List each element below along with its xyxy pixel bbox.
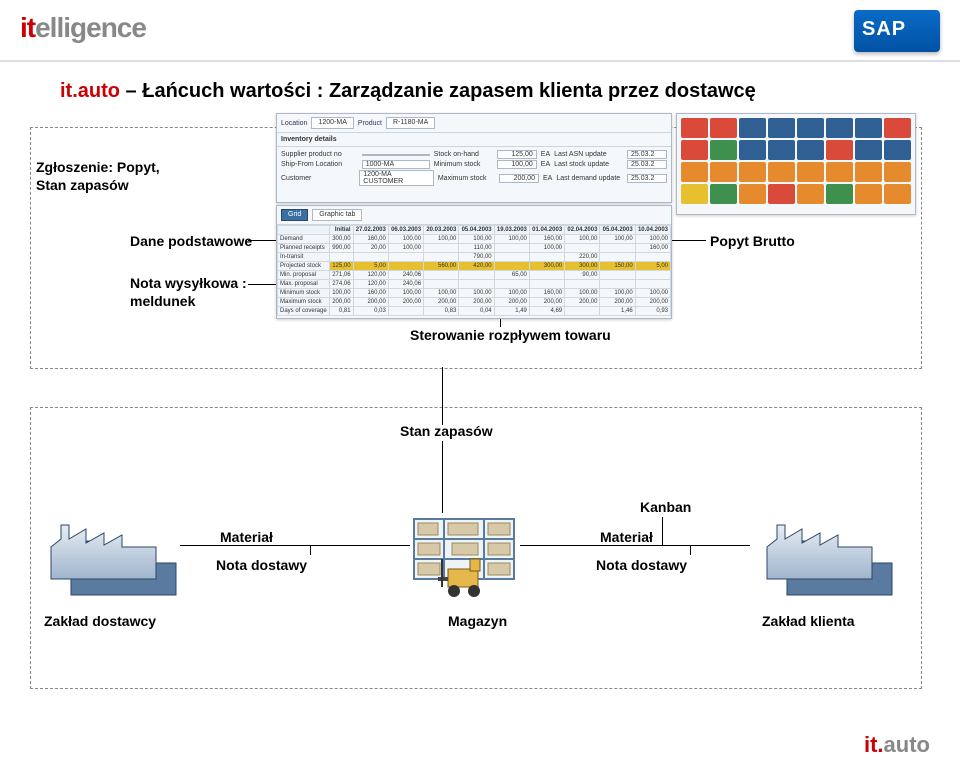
panel-top-fields: Supplier product noStock on-hand125,00EA…	[277, 147, 671, 189]
status-tile	[739, 140, 766, 160]
status-tile	[739, 184, 766, 204]
status-tile	[739, 162, 766, 182]
table-row: Minimum stock100,00160,00100,00100,00100…	[278, 289, 671, 298]
title-brand: it.auto	[60, 80, 120, 102]
footer-it: it.	[864, 732, 884, 757]
status-tile	[826, 184, 853, 204]
tab-grid[interactable]: Grid	[281, 209, 308, 221]
status-tile	[884, 162, 911, 182]
title-text: Łańcuch wartości : Zarządzanie zapasem k…	[142, 80, 756, 102]
logo-it: it	[20, 12, 35, 43]
label-demand-report: Zgłoszenie: Popyt, Stan zapasów	[36, 159, 160, 194]
status-tile	[797, 184, 824, 204]
data-grid-wrap: Initial27.02.200306.03.200320.03.200305.…	[277, 225, 671, 316]
connector	[248, 240, 276, 241]
status-tile	[681, 118, 708, 138]
status-tile	[826, 118, 853, 138]
status-tile	[797, 140, 824, 160]
status-tile	[739, 118, 766, 138]
status-tile	[768, 118, 795, 138]
label-material-1: Materiał	[220, 529, 273, 547]
factory-supplier	[40, 509, 190, 604]
warehouse	[408, 513, 528, 608]
title-sep: –	[120, 80, 142, 102]
app-panel-grid: Grid Graphic tab Initial27.02.200306.03.…	[276, 205, 672, 319]
status-tile	[797, 118, 824, 138]
table-row: Projected stock125,005,00560,00420,00300…	[278, 262, 671, 271]
status-tile	[884, 184, 911, 204]
label-master-data: Dane podstawowe	[130, 233, 252, 251]
status-tile	[681, 162, 708, 182]
status-tile	[797, 162, 824, 182]
status-tile	[884, 118, 911, 138]
panel-top-row1: Location 1200-MA Product R-1180-MA	[277, 114, 671, 133]
status-tile	[826, 162, 853, 182]
footer-brand: it.auto	[864, 732, 930, 758]
footer-rest: auto	[884, 732, 930, 757]
logo-rest: elligence	[35, 12, 146, 43]
connector	[180, 545, 410, 546]
table-row: Min. proposal271,06120,00240,0665,0090,0…	[278, 271, 671, 280]
label-gross-demand: Popyt Brutto	[710, 233, 795, 251]
status-tile	[855, 140, 882, 160]
diagram-canvas: Zgłoszenie: Popyt, Stan zapasów Dane pod…	[30, 113, 930, 713]
status-tile	[768, 140, 795, 160]
status-tile	[710, 162, 737, 182]
panel-top-section: Inventory details	[277, 133, 671, 147]
status-tile	[710, 140, 737, 160]
status-tile	[710, 118, 737, 138]
data-grid: Initial27.02.200306.03.200320.03.200305.…	[277, 225, 671, 316]
tab-graphic[interactable]: Graphic tab	[312, 209, 362, 221]
status-tile	[681, 184, 708, 204]
status-tile	[768, 162, 795, 182]
table-row: Max. proposal274,06120,00240,06	[278, 280, 671, 289]
status-tile	[855, 184, 882, 204]
label-flow-control: Sterowanie rozpływem towaru	[410, 327, 611, 345]
logo-itelligence: itelligence	[20, 12, 146, 44]
status-tile	[884, 140, 911, 160]
label-supplier-plant: Zakład dostawcy	[44, 613, 156, 631]
status-tile	[681, 140, 708, 160]
table-row: Demand300,00160,00100,00100,00100,00100,…	[278, 235, 671, 244]
header: itelligence SAP	[0, 0, 960, 62]
tile-grid-panel	[676, 113, 916, 215]
logo-sap: SAP	[854, 10, 940, 52]
table-row: Planned receipts990,0020,00100,00110,001…	[278, 244, 671, 253]
label-delivery-note-1: Nota dostawy	[216, 557, 307, 575]
label-material-2: Materiał	[600, 529, 653, 547]
label-stock-level: Stan zapasów	[400, 423, 493, 441]
status-tile	[855, 162, 882, 182]
connector	[248, 284, 276, 285]
table-row: In-transit790,00220,00	[278, 253, 671, 262]
tile-grid	[677, 114, 915, 208]
status-tile	[826, 140, 853, 160]
status-tile	[855, 118, 882, 138]
label-kanban: Kanban	[640, 499, 691, 517]
connector	[520, 545, 750, 546]
connector	[442, 441, 443, 513]
table-row: Days of coverage0,810,030,830,041,494,69…	[278, 307, 671, 316]
label-delivery-note-2: Nota dostawy	[596, 557, 687, 575]
status-tile	[710, 184, 737, 204]
label-warehouse: Magazyn	[448, 613, 507, 631]
page-title: it.auto – Łańcuch wartości : Zarządzanie…	[60, 80, 960, 103]
factory-customer	[756, 509, 906, 604]
app-panel-top: Location 1200-MA Product R-1180-MA Inven…	[276, 113, 672, 203]
label-ship-notice: Nota wysyłkowa : meldunek	[130, 275, 247, 310]
connector	[310, 545, 311, 555]
panel-top-field-row: Ship-From Location1000-MAMinimum stock10…	[281, 160, 667, 169]
connector	[690, 545, 691, 555]
table-row: Maximum stock200,00200,00200,00200,00200…	[278, 298, 671, 307]
connector	[442, 367, 443, 425]
logo-sap-text: SAP	[862, 18, 906, 41]
panel-grid-tabs: Grid Graphic tab	[277, 206, 671, 225]
panel-top-field-row: Customer1200-MA CUSTOMERMaximum stock200…	[281, 170, 667, 186]
panel-top-field-row: Supplier product noStock on-hand125,00EA…	[281, 150, 667, 159]
connector	[662, 517, 663, 545]
connector	[670, 240, 706, 241]
label-customer-plant: Zakład klienta	[762, 613, 855, 631]
status-tile	[768, 184, 795, 204]
